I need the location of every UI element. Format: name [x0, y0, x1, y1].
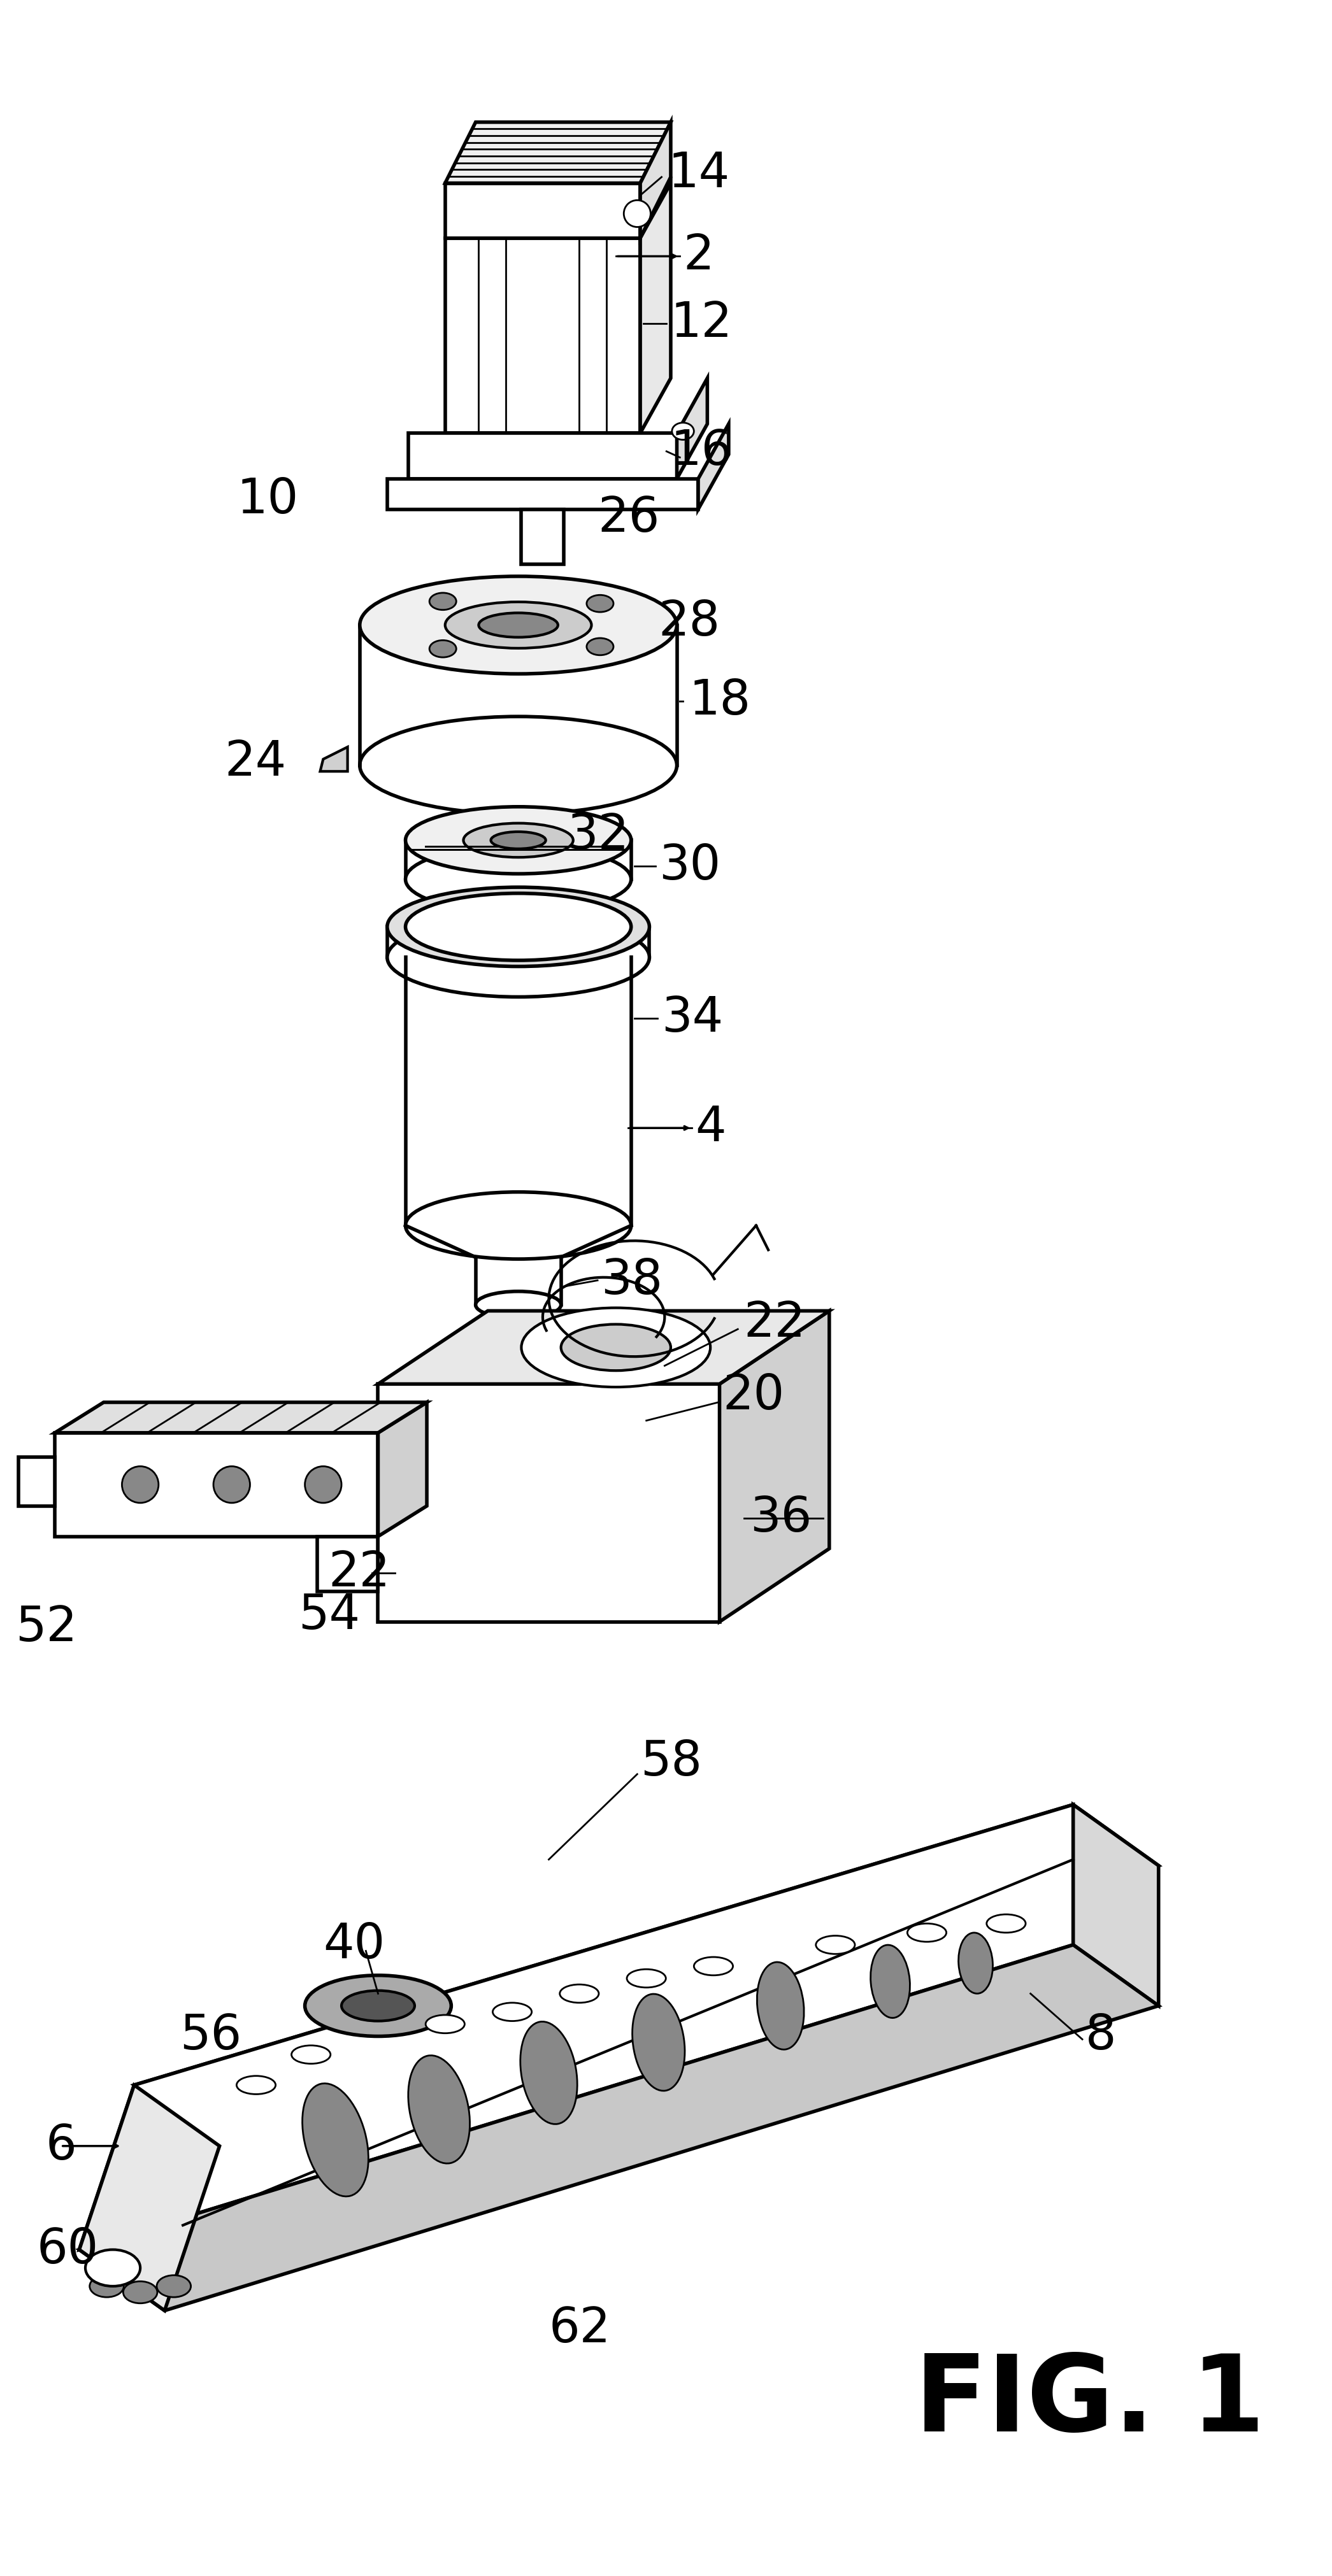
- Polygon shape: [445, 121, 671, 183]
- Polygon shape: [55, 1432, 378, 1535]
- Polygon shape: [80, 2084, 220, 2311]
- Ellipse shape: [405, 1193, 631, 1260]
- Text: 4: 4: [695, 1105, 726, 1151]
- Polygon shape: [698, 425, 729, 510]
- Polygon shape: [388, 479, 698, 510]
- Ellipse shape: [360, 716, 677, 814]
- Text: 10: 10: [237, 477, 298, 523]
- Polygon shape: [320, 747, 348, 770]
- Text: 12: 12: [671, 299, 733, 348]
- Ellipse shape: [89, 2275, 124, 2298]
- Ellipse shape: [157, 2275, 190, 2298]
- Ellipse shape: [521, 2022, 577, 2125]
- Ellipse shape: [671, 422, 694, 440]
- Ellipse shape: [305, 1976, 452, 2035]
- Ellipse shape: [85, 2249, 140, 2287]
- Text: FIG. 1: FIG. 1: [915, 2349, 1265, 2455]
- Polygon shape: [641, 183, 671, 433]
- Polygon shape: [378, 1401, 426, 1535]
- Ellipse shape: [694, 1958, 733, 1976]
- Text: 8: 8: [1086, 2012, 1116, 2061]
- Text: 36: 36: [750, 1494, 813, 1540]
- Polygon shape: [55, 1401, 426, 1432]
- Text: 40: 40: [324, 1922, 385, 1968]
- Text: 28: 28: [658, 598, 721, 647]
- Text: 58: 58: [641, 1739, 702, 1785]
- Text: 62: 62: [549, 2306, 611, 2352]
- Ellipse shape: [586, 639, 614, 654]
- Ellipse shape: [623, 201, 650, 227]
- Ellipse shape: [123, 1466, 159, 1502]
- Ellipse shape: [817, 1935, 855, 1955]
- Ellipse shape: [445, 603, 591, 649]
- Text: 26: 26: [598, 495, 659, 541]
- Ellipse shape: [627, 1968, 666, 1989]
- Ellipse shape: [871, 1945, 910, 2017]
- Polygon shape: [445, 237, 641, 433]
- Polygon shape: [317, 1535, 378, 1592]
- Ellipse shape: [907, 1924, 946, 1942]
- Text: 38: 38: [601, 1257, 662, 1303]
- Text: 56: 56: [180, 2012, 241, 2061]
- Text: 18: 18: [689, 677, 751, 724]
- Ellipse shape: [757, 1963, 805, 2050]
- Polygon shape: [80, 1945, 1159, 2311]
- Text: 2: 2: [683, 232, 714, 281]
- Ellipse shape: [559, 1984, 599, 2002]
- Text: 20: 20: [722, 1373, 785, 1419]
- Polygon shape: [80, 1806, 1074, 2249]
- Ellipse shape: [561, 1324, 671, 1370]
- Text: 34: 34: [662, 994, 723, 1041]
- Polygon shape: [1074, 1806, 1159, 2007]
- Ellipse shape: [633, 1994, 685, 2092]
- Text: 30: 30: [658, 842, 721, 889]
- Ellipse shape: [388, 917, 650, 997]
- Ellipse shape: [213, 1466, 250, 1502]
- Ellipse shape: [360, 577, 677, 675]
- Ellipse shape: [426, 2014, 465, 2032]
- Ellipse shape: [429, 641, 457, 657]
- Ellipse shape: [464, 824, 573, 858]
- Ellipse shape: [521, 1309, 710, 1386]
- Ellipse shape: [987, 1914, 1026, 1932]
- Polygon shape: [378, 1311, 830, 1383]
- Text: 52: 52: [15, 1605, 77, 1651]
- Ellipse shape: [237, 2076, 276, 2094]
- Polygon shape: [409, 433, 677, 479]
- Ellipse shape: [492, 832, 546, 848]
- Polygon shape: [641, 121, 671, 237]
- Text: 22: 22: [743, 1298, 806, 1347]
- Ellipse shape: [959, 1932, 992, 1994]
- Ellipse shape: [341, 1991, 414, 2022]
- Polygon shape: [19, 1458, 55, 1507]
- Ellipse shape: [586, 595, 614, 613]
- Ellipse shape: [405, 894, 631, 961]
- Ellipse shape: [476, 1291, 561, 1319]
- Text: 6: 6: [45, 2123, 77, 2169]
- Ellipse shape: [493, 2002, 531, 2022]
- Text: 14: 14: [667, 149, 730, 198]
- Ellipse shape: [405, 806, 631, 873]
- Ellipse shape: [478, 613, 558, 636]
- Text: 22: 22: [328, 1548, 390, 1597]
- Ellipse shape: [408, 2056, 470, 2164]
- Polygon shape: [378, 1383, 719, 1623]
- Text: 16: 16: [671, 428, 733, 474]
- Ellipse shape: [429, 592, 457, 611]
- Ellipse shape: [302, 2084, 369, 2197]
- Polygon shape: [135, 1806, 1159, 2146]
- Text: 60: 60: [36, 2226, 99, 2272]
- Ellipse shape: [292, 2045, 330, 2063]
- Text: 24: 24: [225, 739, 286, 786]
- Polygon shape: [719, 1311, 830, 1623]
- Polygon shape: [445, 183, 641, 237]
- Text: 32: 32: [567, 811, 629, 858]
- Ellipse shape: [388, 886, 650, 966]
- Ellipse shape: [305, 1466, 341, 1502]
- Ellipse shape: [123, 2282, 157, 2303]
- Polygon shape: [521, 510, 563, 564]
- Polygon shape: [677, 379, 707, 479]
- Text: 54: 54: [298, 1592, 360, 1638]
- Ellipse shape: [405, 845, 631, 912]
